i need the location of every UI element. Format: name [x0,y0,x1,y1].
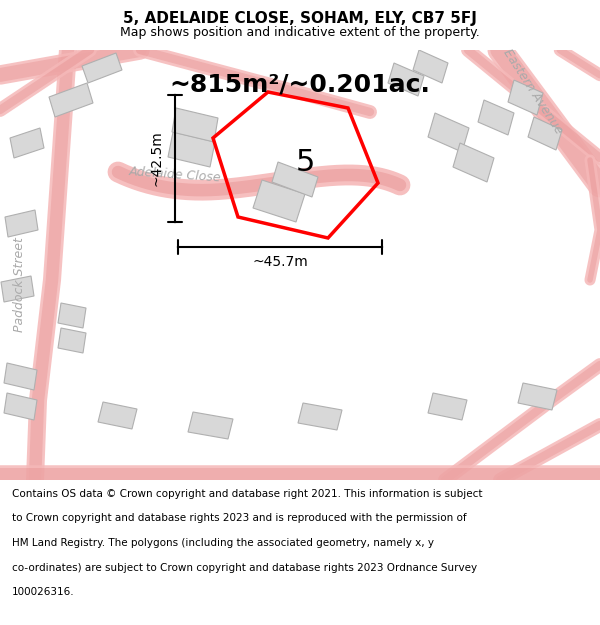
Polygon shape [413,50,448,83]
Polygon shape [58,303,86,328]
Text: ~815m²/~0.201ac.: ~815m²/~0.201ac. [170,73,430,97]
Text: Adelaide Close: Adelaide Close [128,165,221,185]
Polygon shape [508,80,543,115]
Polygon shape [518,383,557,410]
Polygon shape [478,100,514,135]
Polygon shape [172,108,218,142]
Polygon shape [428,113,469,152]
Polygon shape [98,402,137,429]
Text: Paddock Street: Paddock Street [13,238,26,332]
Polygon shape [528,117,562,150]
Polygon shape [298,403,342,430]
Polygon shape [4,363,37,390]
Text: Map shows position and indicative extent of the property.: Map shows position and indicative extent… [120,26,480,39]
Polygon shape [388,63,424,96]
Text: Eastern Avenue: Eastern Avenue [500,47,565,137]
Polygon shape [188,412,233,439]
Polygon shape [49,83,93,117]
Polygon shape [168,132,215,167]
Polygon shape [58,328,86,353]
Text: ~42.5m: ~42.5m [150,131,164,186]
Polygon shape [272,162,318,197]
Polygon shape [1,276,34,302]
Polygon shape [4,393,37,420]
Polygon shape [428,393,467,420]
Text: Contains OS data © Crown copyright and database right 2021. This information is : Contains OS data © Crown copyright and d… [12,489,482,499]
Text: co-ordinates) are subject to Crown copyright and database rights 2023 Ordnance S: co-ordinates) are subject to Crown copyr… [12,562,477,572]
Text: HM Land Registry. The polygons (including the associated geometry, namely x, y: HM Land Registry. The polygons (includin… [12,538,434,548]
Text: to Crown copyright and database rights 2023 and is reproduced with the permissio: to Crown copyright and database rights 2… [12,513,467,523]
Text: ~45.7m: ~45.7m [252,255,308,269]
Text: 100026316.: 100026316. [12,588,74,598]
Text: 5, ADELAIDE CLOSE, SOHAM, ELY, CB7 5FJ: 5, ADELAIDE CLOSE, SOHAM, ELY, CB7 5FJ [123,11,477,26]
Polygon shape [10,128,44,158]
Polygon shape [453,143,494,182]
Polygon shape [82,53,122,83]
Text: 5: 5 [296,148,315,177]
Polygon shape [5,210,38,237]
Polygon shape [253,180,305,222]
